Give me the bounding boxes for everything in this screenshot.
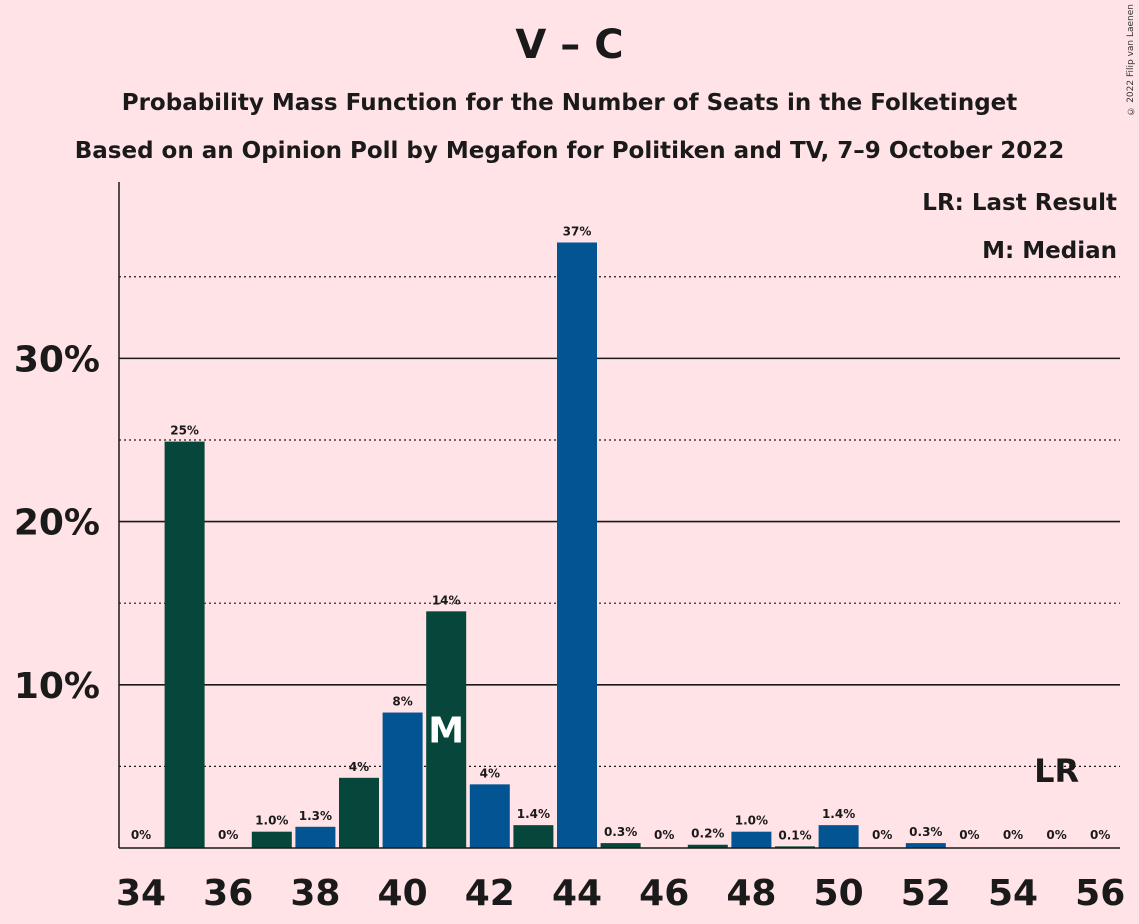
x-tick-label: 40 — [378, 873, 428, 914]
bar-50 — [818, 825, 859, 848]
data-label-40: 8% — [392, 695, 412, 709]
y-tick-label: 20% — [14, 503, 100, 544]
data-label-51: 0% — [872, 828, 892, 842]
data-label-50: 1.4% — [822, 807, 855, 821]
x-tick-label: 50 — [814, 873, 864, 914]
data-label-49: 0.1% — [778, 828, 811, 842]
data-label-54: 0% — [1003, 828, 1023, 842]
data-label-35: 25% — [170, 424, 199, 438]
data-label-39: 4% — [349, 760, 369, 774]
y-tick-label: 30% — [14, 339, 100, 380]
data-label-37: 1.0% — [255, 814, 288, 828]
x-tick-label: 46 — [639, 873, 689, 914]
data-label-36: 0% — [218, 828, 238, 842]
x-tick-label: 36 — [203, 873, 253, 914]
bar-52 — [905, 843, 946, 848]
data-label-52: 0.3% — [909, 825, 942, 839]
y-tick-label: 10% — [14, 666, 100, 707]
data-label-53: 0% — [959, 828, 979, 842]
x-tick-label: 56 — [1075, 873, 1125, 914]
data-label-41: 14% — [432, 593, 461, 607]
data-label-46: 0% — [654, 828, 674, 842]
bar-43 — [513, 825, 554, 848]
data-label-34: 0% — [131, 828, 151, 842]
bar-35 — [164, 441, 205, 848]
bar-44 — [557, 242, 597, 849]
chart-title: V – C — [515, 22, 624, 68]
bar-45 — [600, 843, 641, 848]
data-label-47: 0.2% — [691, 827, 724, 841]
bar-49 — [775, 846, 815, 848]
legend-median: M: Median — [982, 238, 1117, 264]
bar-48 — [731, 831, 772, 848]
bar-37 — [251, 831, 292, 848]
x-tick-label: 48 — [726, 873, 776, 914]
bar-40 — [382, 712, 423, 848]
bar-47 — [687, 844, 728, 848]
last-result-marker: LR — [1034, 752, 1079, 790]
x-tick-label: 54 — [988, 873, 1038, 914]
x-tick-label: 38 — [290, 873, 340, 914]
data-label-44: 37% — [563, 224, 592, 238]
bar-42 — [469, 784, 510, 848]
x-tick-label: 52 — [901, 873, 951, 914]
x-tick-label: 44 — [552, 873, 602, 914]
data-label-43: 1.4% — [517, 807, 550, 821]
data-label-48: 1.0% — [735, 814, 768, 828]
median-marker: M — [428, 711, 464, 752]
data-label-38: 1.3% — [299, 809, 332, 823]
chart-subtitle: Probability Mass Function for the Number… — [121, 90, 1018, 116]
bar-39 — [339, 777, 379, 848]
data-label-45: 0.3% — [604, 825, 637, 839]
legend-last-result: LR: Last Result — [922, 190, 1117, 216]
chart-subtitle-2: Based on an Opinion Poll by Megafon for … — [74, 138, 1065, 164]
x-tick-label: 34 — [116, 873, 166, 914]
bar-38 — [295, 826, 336, 848]
bar-41 — [426, 611, 467, 848]
x-tick-label: 42 — [465, 873, 515, 914]
data-label-55: 0% — [1046, 828, 1066, 842]
data-label-42: 4% — [480, 766, 500, 780]
data-label-56: 0% — [1090, 828, 1110, 842]
